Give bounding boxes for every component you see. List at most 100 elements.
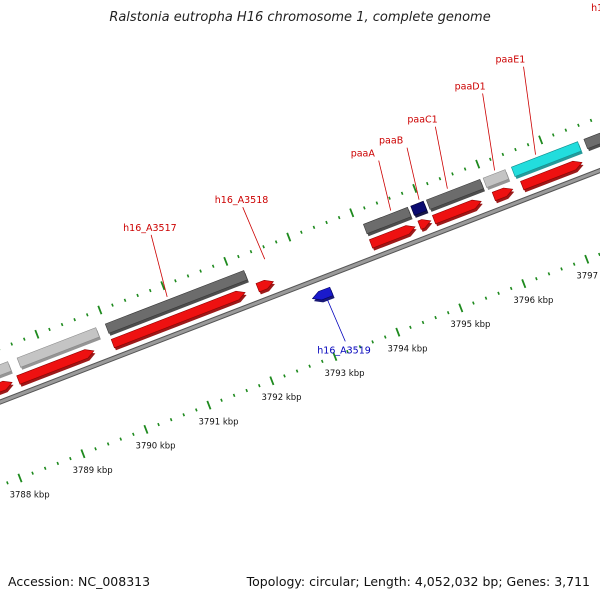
tick-mark — [169, 417, 173, 422]
tick-mark — [409, 325, 412, 330]
tick-mark — [211, 264, 215, 268]
map-title: Ralstonia eutropha H16 chromosome 1, com… — [109, 10, 491, 25]
tick-mark — [463, 167, 467, 171]
feature-bar — [104, 270, 248, 334]
gene-arrow — [311, 286, 334, 301]
tick-mark — [363, 206, 366, 210]
leader-line — [378, 160, 392, 211]
tick-mark — [584, 254, 590, 264]
leader-line — [326, 299, 346, 342]
tick-mark — [97, 305, 103, 315]
tick-mark — [451, 172, 454, 176]
summary-text: Topology: circular; Length: 4,052,032 bp… — [246, 574, 590, 589]
tick-mark — [514, 147, 517, 152]
gene-arrow — [369, 225, 416, 249]
tick-mark — [111, 303, 114, 307]
tick-mark — [589, 118, 593, 123]
tick-mark — [85, 313, 89, 317]
tick-mark — [564, 128, 568, 132]
gene-label: paaE1 — [496, 55, 526, 66]
tick-mark — [220, 398, 223, 402]
kbp-label: 3790 kbp — [136, 442, 176, 452]
tick-mark — [325, 220, 328, 225]
tick-mark — [186, 274, 190, 278]
gene-arrow — [0, 380, 13, 393]
feature-layer — [0, 132, 600, 379]
tick-mark — [43, 466, 47, 470]
tick-mark — [232, 393, 236, 398]
tick-mark — [182, 413, 186, 417]
tick-mark — [286, 232, 292, 242]
tick-mark — [283, 374, 286, 378]
feature-bar — [16, 327, 100, 368]
tick-mark — [23, 337, 26, 341]
tick-mark — [206, 400, 212, 410]
tick-mark — [300, 230, 303, 234]
tick-mark — [262, 245, 265, 249]
accession-text: Accession: NC_008313 — [8, 574, 151, 589]
kbp-label: 3797 kbp — [576, 272, 600, 282]
tick-mark — [10, 342, 13, 346]
tick-mark — [73, 318, 76, 322]
gene-label: h16_A3519 — [317, 345, 371, 356]
tick-mark — [269, 376, 275, 386]
gene-label: paaC1 — [407, 115, 437, 126]
feature-bar — [410, 200, 428, 216]
tick-mark — [475, 159, 481, 169]
tick-mark — [123, 298, 127, 302]
gene-label: h16_A3518 — [215, 195, 269, 206]
tick-mark — [34, 329, 40, 339]
gene-arrow — [16, 349, 95, 385]
tick-mark — [6, 481, 9, 485]
tick-mark — [388, 196, 391, 200]
leader-line — [406, 147, 420, 200]
gene-layer — [0, 160, 584, 396]
gene-arrow — [255, 279, 274, 293]
tick-mark — [446, 311, 450, 315]
tick-mark — [94, 447, 97, 451]
tick-mark — [535, 277, 538, 281]
tick-mark — [48, 327, 51, 332]
kbp-label: 3795 kbp — [450, 320, 490, 330]
gene-label: h16_A3525 — [591, 3, 600, 14]
tick-mark — [349, 208, 355, 218]
tick-mark — [551, 133, 555, 137]
tick-mark — [195, 408, 198, 412]
tick-mark — [438, 177, 442, 181]
kbp-label: 3791 kbp — [199, 417, 239, 427]
tick-mark — [237, 254, 240, 259]
tick-mark — [484, 296, 488, 300]
tick-mark — [371, 340, 374, 344]
kbp-label: 3794 kbp — [387, 345, 427, 355]
tick-mark — [400, 191, 404, 196]
feature-bar — [0, 361, 12, 376]
gene-arrow — [110, 290, 246, 349]
tick-mark — [346, 349, 349, 354]
tick-mark — [412, 183, 418, 193]
gene-label: h16_A3517 — [123, 223, 177, 234]
tick-mark — [421, 320, 425, 325]
tick-mark — [199, 269, 202, 273]
kbp-label: 3789 kbp — [73, 466, 113, 476]
tick-mark — [501, 152, 505, 157]
tick-mark — [136, 293, 139, 298]
gene-arrow — [432, 199, 482, 225]
gene-label: paaA — [351, 149, 376, 160]
tick-mark — [472, 301, 475, 305]
tick-mark — [426, 181, 429, 186]
tick-mark — [148, 288, 152, 293]
tick-mark — [434, 315, 437, 320]
tick-mark — [249, 249, 253, 254]
tick-mark — [132, 432, 135, 436]
backbone-line — [0, 168, 600, 404]
tick-mark — [223, 256, 229, 266]
tick-mark — [31, 471, 34, 475]
feature-bar — [482, 169, 510, 188]
tick-mark — [577, 123, 580, 127]
tick-mark — [395, 327, 401, 337]
leader-line — [434, 126, 448, 189]
tick-mark — [489, 157, 492, 161]
feature-bar — [511, 141, 582, 177]
tick-mark — [17, 473, 23, 483]
